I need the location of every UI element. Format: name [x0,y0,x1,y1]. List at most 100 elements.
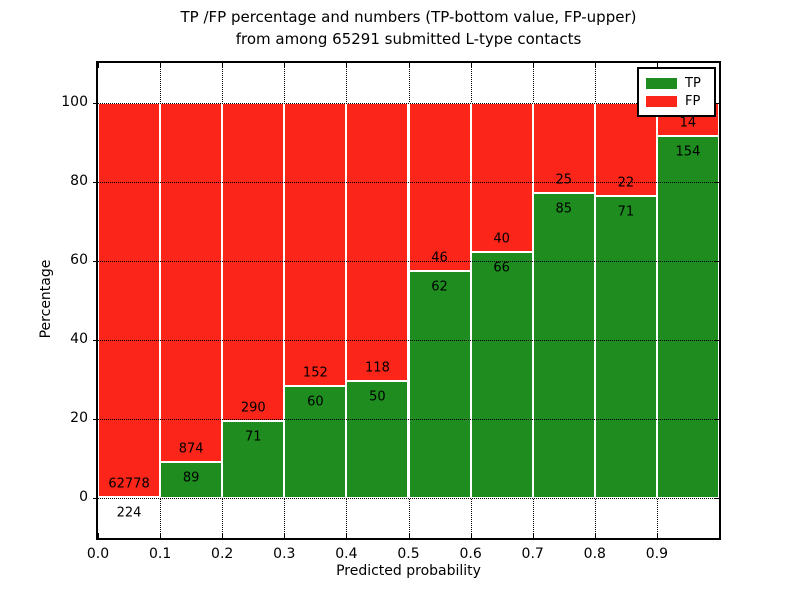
legend-label-tp: TP [685,75,701,91]
bar-segment-tp [656,135,719,499]
y-tick-mark [714,498,719,500]
x-tick-mark [408,533,410,538]
fp-count-label: 40 [493,231,510,247]
horizontal-gridline [98,498,719,500]
x-tick-mark [346,63,348,68]
x-tick-label: 0.8 [583,546,606,562]
tp-count-label: 71 [244,429,262,445]
x-tick-mark [532,63,534,68]
tp-count-label: 71 [617,204,635,220]
x-tick-mark [284,63,286,68]
bar-segment-fp [532,102,595,193]
x-tick-mark [532,533,534,538]
x-tick-label: 0.1 [148,546,172,562]
fp-count-label: 874 [178,441,204,457]
fp-count-label: 14 [679,115,697,131]
bar-segment-fp [594,102,657,197]
y-tick-mark [714,181,719,183]
x-tick-label: 0.4 [335,546,358,562]
bar-segment-fp [284,102,347,387]
y-tick-mark [93,340,98,342]
bar-segment-fp [160,102,223,462]
y-tick-mark [714,260,719,262]
bar-segment-tp [284,386,347,499]
bar-segment-tp [470,251,533,499]
fp-color-swatch-icon [646,95,677,107]
legend-label-fp: FP [685,93,701,109]
x-tick-mark [594,63,596,68]
horizontal-gridline [98,102,719,104]
tp-count-label: 85 [555,201,573,217]
tp-color-swatch-icon [646,77,677,89]
x-axis-label: Predicted probability [336,563,481,579]
bar-segment-tp [532,192,595,499]
tp-count-label: 50 [369,389,386,405]
tp-count-label: 224 [116,505,142,521]
x-tick-mark [284,533,286,538]
y-tick-label: 60 [70,251,88,268]
bar-segment-fp [346,102,409,381]
horizontal-gridline [98,340,719,342]
bar-segment-fp [408,102,471,272]
x-tick-label: 0.0 [86,546,110,562]
y-tick-label: 20 [70,410,88,427]
tp-count-label: 89 [182,470,200,486]
x-tick-label: 0.9 [645,546,669,562]
x-tick-mark [222,63,224,68]
bar-segment-tp [346,380,409,499]
x-tick-mark [222,533,224,538]
bar-segment-fp [470,102,533,252]
y-tick-mark [714,419,719,421]
fp-count-label: 118 [365,360,390,376]
y-tick-label: 0 [79,489,88,506]
plot-area: TP FP 62778 224 874 89 290 71 152 60 118 50 46 62 40… [93,61,721,540]
fp-count-label: 25 [555,172,573,188]
tp-count-label: 62 [431,279,448,295]
fp-count-label: 22 [617,175,635,191]
bar-segment-tp [408,271,471,499]
x-tick-mark [656,533,658,538]
tp-count-label: 154 [675,144,701,160]
fp-count-label: 290 [240,400,266,416]
fp-count-label: 152 [302,365,328,381]
x-tick-mark [160,63,162,68]
x-tick-mark [160,533,162,538]
legend: TP FP [637,67,716,117]
y-tick-mark [93,181,98,183]
chart-title: TP /FP percentage and numbers (TP-bottom… [96,6,721,50]
tp-count-label: 66 [493,260,510,276]
x-tick-label: 0.3 [273,546,296,562]
horizontal-gridline [98,181,719,183]
x-tick-label: 0.7 [521,546,544,562]
y-tick-mark [93,102,98,104]
tp-count-label: 60 [307,394,324,410]
y-tick-mark [714,102,719,104]
x-tick-mark [98,533,99,538]
y-axis-label: Percentage [38,259,54,339]
x-tick-label: 0.2 [211,546,234,562]
fp-count-label: 62778 [108,476,150,492]
x-tick-mark [470,63,472,68]
x-tick-mark [98,63,99,68]
bar-segment-tp [222,420,285,499]
y-tick-mark [93,419,98,421]
horizontal-gridline [98,260,719,262]
x-tick-mark [346,533,348,538]
y-tick-mark [714,340,719,342]
bar-segment-tp [594,196,657,499]
x-tick-label: 0.6 [459,546,482,562]
y-tick-label: 100 [61,93,88,110]
x-tick-mark [656,63,658,68]
legend-item-tp: TP [646,74,708,92]
x-tick-mark [408,63,410,68]
legend-item-fp: FP [646,92,708,110]
fp-count-label: 46 [431,250,448,266]
bar-segment-tp [160,461,223,499]
chart-title-line2: from among 65291 submitted L-type contac… [235,30,582,48]
y-tick-label: 40 [70,331,88,348]
chart-title-line1: TP /FP percentage and numbers (TP-bottom… [180,8,637,26]
x-tick-label: 0.5 [397,546,420,562]
y-tick-mark [93,498,98,500]
bar-segment-fp [98,102,161,497]
